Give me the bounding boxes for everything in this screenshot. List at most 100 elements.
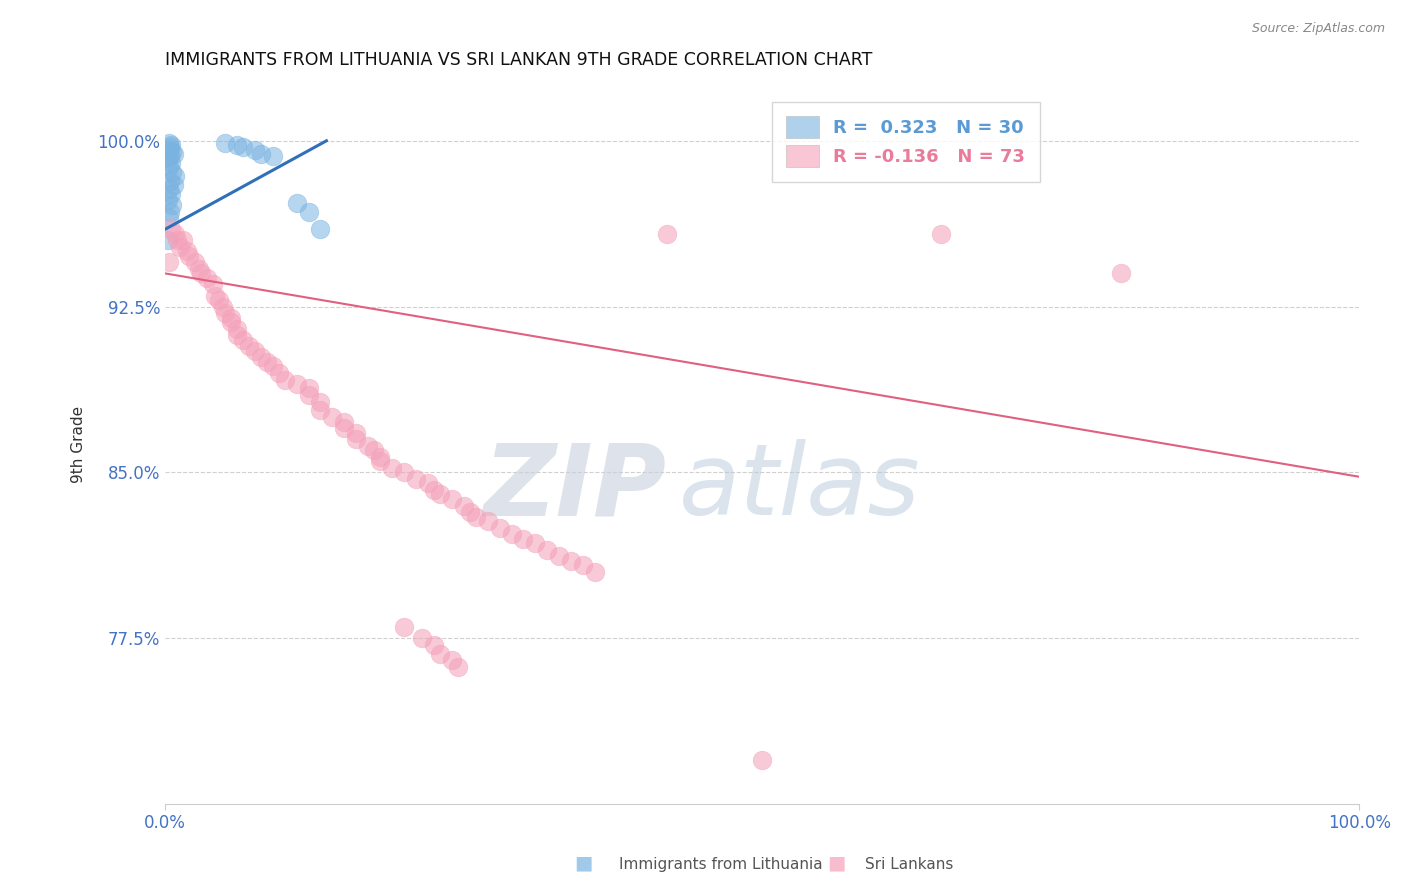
Point <box>1109 267 1132 281</box>
Point <box>214 136 236 150</box>
Point <box>157 182 180 196</box>
Point <box>169 240 191 254</box>
Point <box>416 476 439 491</box>
Point <box>309 222 332 236</box>
Point <box>423 483 446 497</box>
Point <box>162 178 184 192</box>
Point <box>333 421 356 435</box>
Point <box>225 138 247 153</box>
Text: Source: ZipAtlas.com: Source: ZipAtlas.com <box>1251 22 1385 36</box>
Point <box>501 527 523 541</box>
Text: ■: ■ <box>574 854 593 872</box>
Point <box>219 315 242 329</box>
Point <box>447 660 470 674</box>
Point <box>243 143 266 157</box>
Point <box>423 638 446 652</box>
Point <box>159 173 181 187</box>
Point <box>162 198 184 212</box>
Point <box>273 372 295 386</box>
Point <box>204 288 226 302</box>
Point <box>159 149 181 163</box>
Point <box>381 461 404 475</box>
Text: IMMIGRANTS FROM LITHUANIA VS SRI LANKAN 9TH GRADE CORRELATION CHART: IMMIGRANTS FROM LITHUANIA VS SRI LANKAN … <box>166 51 873 69</box>
Point <box>512 532 534 546</box>
Point <box>333 415 356 429</box>
Point <box>163 227 186 241</box>
Point <box>392 466 415 480</box>
Point <box>163 169 186 183</box>
Point <box>285 376 308 391</box>
Point <box>177 249 200 263</box>
Point <box>458 505 481 519</box>
Point <box>162 145 184 159</box>
Text: ZIP: ZIP <box>484 440 666 536</box>
Point <box>172 233 194 247</box>
Point <box>201 277 224 292</box>
Point <box>524 536 547 550</box>
Point <box>488 521 510 535</box>
Point <box>411 631 433 645</box>
Text: atlas: atlas <box>679 440 921 536</box>
Legend: R =  0.323   N = 30, R = -0.136   N = 73: R = 0.323 N = 30, R = -0.136 N = 73 <box>772 102 1039 182</box>
Point <box>429 647 451 661</box>
Point <box>243 343 266 358</box>
Point <box>256 355 278 369</box>
Point <box>160 138 183 153</box>
Point <box>157 161 180 175</box>
Point <box>208 293 231 307</box>
Point <box>931 227 953 241</box>
Point <box>429 487 451 501</box>
Point <box>655 227 678 241</box>
Point <box>440 653 463 667</box>
Point <box>187 262 209 277</box>
Point <box>232 140 254 154</box>
Point <box>156 152 179 166</box>
Point <box>440 491 463 506</box>
Point <box>344 432 367 446</box>
Text: ■: ■ <box>827 854 846 872</box>
Point <box>156 194 179 208</box>
Point <box>297 204 319 219</box>
Point <box>160 156 183 170</box>
Point <box>162 165 184 179</box>
Point <box>184 255 207 269</box>
Point <box>583 565 606 579</box>
Point <box>548 549 571 564</box>
Point <box>157 136 180 150</box>
Point <box>162 147 184 161</box>
Text: Immigrants from Lithuania: Immigrants from Lithuania <box>619 857 823 872</box>
Point <box>214 306 236 320</box>
Point <box>225 321 247 335</box>
Point <box>321 410 343 425</box>
Point <box>195 270 218 285</box>
Point <box>572 558 595 573</box>
Point <box>157 143 180 157</box>
Point <box>368 454 391 468</box>
Point <box>160 222 183 236</box>
Point <box>751 753 773 767</box>
Point <box>262 149 284 163</box>
Point <box>157 211 180 226</box>
Point <box>297 388 319 402</box>
Point <box>249 351 271 365</box>
Point <box>176 244 198 259</box>
Point <box>157 255 180 269</box>
Point <box>453 499 475 513</box>
Point <box>166 233 188 247</box>
Point <box>309 403 332 417</box>
Point <box>477 514 499 528</box>
Point <box>225 328 247 343</box>
Point <box>368 450 391 464</box>
Point <box>160 186 183 201</box>
Point <box>392 620 415 634</box>
Point <box>219 310 242 325</box>
Point <box>560 554 582 568</box>
Point <box>344 425 367 440</box>
Y-axis label: 9th Grade: 9th Grade <box>72 406 86 483</box>
Point <box>297 381 319 395</box>
Point <box>156 233 179 247</box>
Point <box>405 472 427 486</box>
Point <box>536 542 558 557</box>
Point <box>211 300 233 314</box>
Point <box>267 366 290 380</box>
